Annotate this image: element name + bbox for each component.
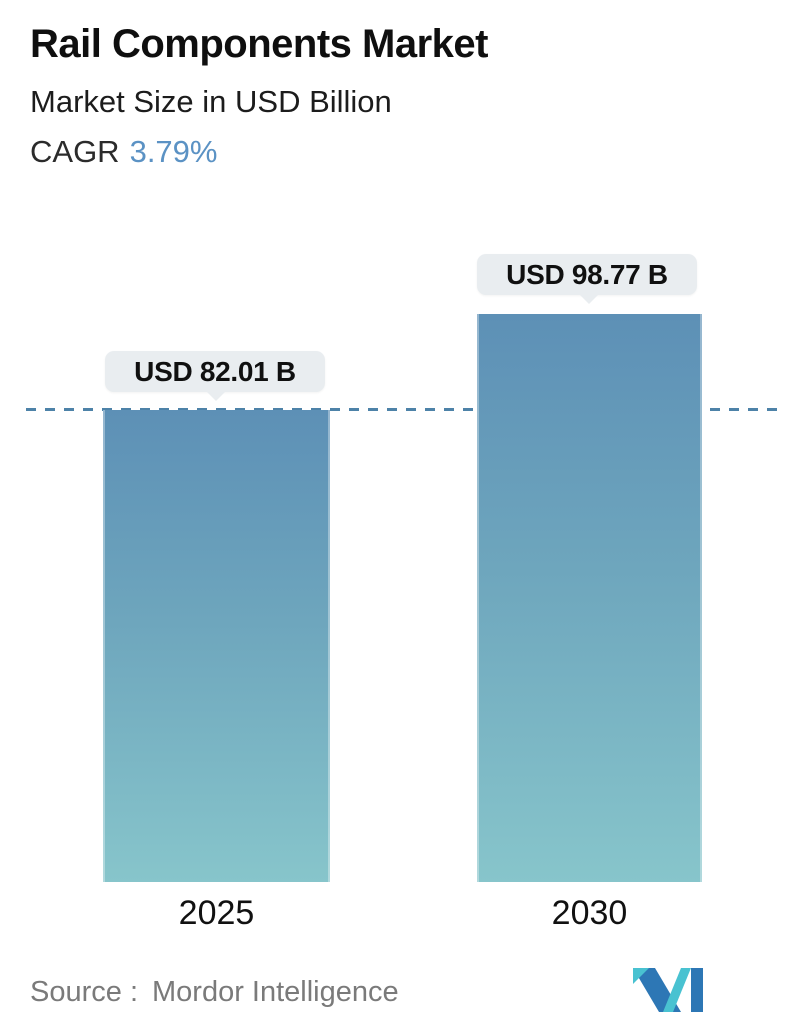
cagr-value: 3.79% (129, 134, 218, 169)
x-axis-label-2025: 2025 (178, 894, 255, 932)
cagr-line: CAGR 3.79% (30, 134, 217, 170)
value-label-2030: USD 98.77 B (506, 258, 668, 290)
chart-subtitle: Market Size in USD Billion (30, 84, 392, 119)
value-tooltip-2030: USD 98.77 B (477, 254, 697, 304)
value-tooltip-2025: USD 82.01 B (105, 351, 325, 401)
mordor-intelligence-logo (633, 968, 703, 1012)
bar-2030[interactable] (477, 313, 702, 882)
source-label: Source : (30, 976, 138, 1008)
bar-2025[interactable] (103, 410, 330, 882)
source-line: Source : Mordor Intelligence (30, 976, 399, 1009)
source-name: Mordor Intelligence (152, 976, 399, 1008)
cagr-label: CAGR (30, 134, 120, 169)
value-label-2025: USD 82.01 B (134, 355, 296, 387)
reference-dashed-line (26, 408, 785, 412)
x-axis-label-2030: 2030 (551, 894, 628, 932)
page-title: Rail Components Market (30, 22, 488, 66)
